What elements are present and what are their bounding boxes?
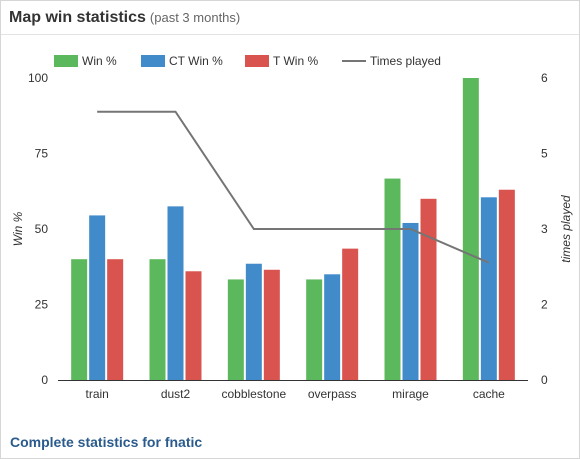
bar-ct-win-cobblestone bbox=[245, 263, 262, 380]
bar-win-overpass bbox=[306, 279, 323, 380]
x-tick-label: overpass bbox=[308, 387, 357, 401]
panel-subtitle: (past 3 months) bbox=[149, 10, 241, 25]
bar-ct-win-cache bbox=[480, 197, 497, 380]
y2-tick-label: 0 bbox=[541, 373, 548, 387]
chart-line bbox=[97, 110, 490, 264]
chart-labels: 0 25 50 75 100 0 2 3 5 6 Win % times played train dus… bbox=[11, 71, 573, 401]
bar-win-mirage bbox=[384, 178, 401, 380]
bar-ct-win-overpass bbox=[324, 274, 341, 380]
bar-t-win-cobblestone bbox=[263, 269, 280, 380]
y-tick-label: 75 bbox=[35, 147, 49, 161]
complete-statistics-link[interactable]: Complete statistics for fnatic bbox=[10, 434, 203, 450]
x-tick-label: mirage bbox=[392, 387, 429, 401]
bar-ct-win-dust2 bbox=[167, 206, 184, 380]
bar-t-win-dust2 bbox=[185, 271, 202, 380]
y-tick-label: 25 bbox=[35, 298, 49, 312]
y-tick-label: 100 bbox=[28, 71, 48, 85]
bar-t-win-cache bbox=[498, 189, 515, 380]
legend-label-ct-win: CT Win % bbox=[169, 54, 223, 68]
bar-t-win-mirage bbox=[420, 198, 437, 380]
panel-header: Map win statistics (past 3 months) bbox=[1, 1, 579, 35]
line-times-played bbox=[97, 110, 490, 264]
legend-label-times-played: Times played bbox=[370, 54, 441, 68]
bar-win-train bbox=[71, 259, 88, 380]
bar-t-win-overpass bbox=[342, 248, 359, 380]
y-tick-label: 50 bbox=[35, 222, 49, 236]
legend-swatch-ct-win bbox=[141, 55, 165, 67]
y2-tick-label: 3 bbox=[541, 222, 548, 236]
chart-legend: Win % CT Win % T Win % Times played bbox=[54, 54, 441, 68]
map-win-chart: Win % CT Win % T Win % Times played 0255075… bbox=[11, 54, 573, 401]
y2-tick-label: 2 bbox=[541, 298, 548, 312]
bar-t-win-train bbox=[107, 259, 124, 380]
bar-win-cobblestone bbox=[227, 279, 244, 380]
y-tick-label: 0 bbox=[41, 373, 48, 387]
x-tick-label: cobblestone bbox=[221, 387, 286, 401]
y2-axis-title: times played bbox=[559, 195, 573, 263]
x-tick-label: cache bbox=[473, 387, 505, 401]
panel-title-text: Map win statistics bbox=[9, 9, 146, 26]
y2-tick-label: 6 bbox=[541, 71, 548, 85]
legend-label-t-win: T Win % bbox=[273, 54, 318, 68]
y2-tick-label: 5 bbox=[541, 147, 548, 161]
bar-ct-win-train bbox=[89, 215, 106, 380]
bar-win-cache bbox=[462, 78, 479, 380]
y-axis-title: Win % bbox=[11, 211, 25, 246]
legend-swatch-t-win bbox=[245, 55, 269, 67]
legend-swatch-win bbox=[54, 55, 78, 67]
legend-label-win: Win % bbox=[82, 54, 117, 68]
bar-win-dust2 bbox=[149, 259, 166, 380]
bar-ct-win-mirage bbox=[402, 222, 419, 380]
header-divider bbox=[1, 34, 579, 35]
x-tick-label: dust2 bbox=[161, 387, 191, 401]
x-tick-label: train bbox=[85, 387, 108, 401]
panel-title: Map win statistics (past 3 months) bbox=[9, 9, 240, 27]
